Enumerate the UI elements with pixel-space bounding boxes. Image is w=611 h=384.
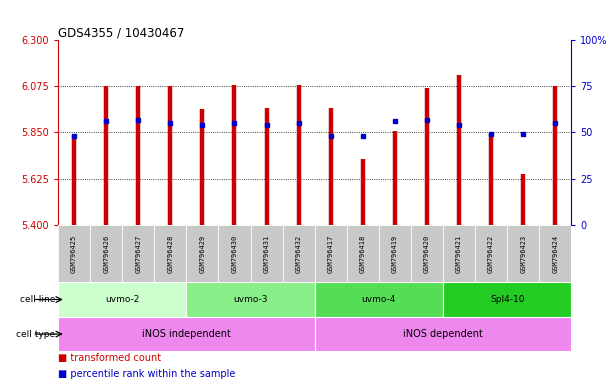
Bar bbox=[507, 225, 540, 282]
Bar bbox=[315, 225, 347, 282]
Text: GSM796419: GSM796419 bbox=[392, 234, 398, 273]
Text: ■ transformed count: ■ transformed count bbox=[58, 353, 161, 363]
Bar bbox=[379, 225, 411, 282]
Text: GSM796423: GSM796423 bbox=[520, 234, 526, 273]
Text: GSM796418: GSM796418 bbox=[360, 234, 366, 273]
Bar bbox=[411, 225, 443, 282]
Text: GSM796421: GSM796421 bbox=[456, 234, 462, 273]
Text: cell line: cell line bbox=[20, 295, 55, 304]
Bar bbox=[540, 225, 571, 282]
Bar bbox=[58, 282, 186, 317]
Text: GSM796429: GSM796429 bbox=[199, 234, 205, 273]
Text: uvmo-3: uvmo-3 bbox=[233, 295, 268, 304]
Bar bbox=[58, 317, 315, 351]
Text: GSM796432: GSM796432 bbox=[296, 234, 302, 273]
Text: uvmo-4: uvmo-4 bbox=[362, 295, 396, 304]
Text: GDS4355 / 10430467: GDS4355 / 10430467 bbox=[58, 26, 185, 39]
Bar bbox=[186, 282, 315, 317]
Text: GSM796431: GSM796431 bbox=[263, 234, 269, 273]
Text: GSM796427: GSM796427 bbox=[135, 234, 141, 273]
Text: iNOS independent: iNOS independent bbox=[142, 329, 231, 339]
Bar bbox=[315, 317, 571, 351]
Text: GSM796417: GSM796417 bbox=[327, 234, 334, 273]
Text: GSM796426: GSM796426 bbox=[103, 234, 109, 273]
Text: GSM796420: GSM796420 bbox=[424, 234, 430, 273]
Text: cell type: cell type bbox=[16, 329, 55, 339]
Text: GSM796428: GSM796428 bbox=[167, 234, 174, 273]
Bar bbox=[155, 225, 186, 282]
Bar bbox=[475, 225, 507, 282]
Text: iNOS dependent: iNOS dependent bbox=[403, 329, 483, 339]
Bar bbox=[443, 282, 571, 317]
Text: Spl4-10: Spl4-10 bbox=[490, 295, 524, 304]
Bar bbox=[219, 225, 251, 282]
Bar bbox=[315, 282, 443, 317]
Text: uvmo-2: uvmo-2 bbox=[105, 295, 139, 304]
Text: GSM796425: GSM796425 bbox=[71, 234, 77, 273]
Bar bbox=[443, 225, 475, 282]
Text: GSM796424: GSM796424 bbox=[552, 234, 558, 273]
Bar bbox=[283, 225, 315, 282]
Text: GSM796430: GSM796430 bbox=[232, 234, 238, 273]
Bar bbox=[122, 225, 155, 282]
Bar bbox=[58, 225, 90, 282]
Bar bbox=[347, 225, 379, 282]
Bar bbox=[251, 225, 283, 282]
Bar bbox=[186, 225, 219, 282]
Bar bbox=[90, 225, 122, 282]
Text: GSM796422: GSM796422 bbox=[488, 234, 494, 273]
Text: ■ percentile rank within the sample: ■ percentile rank within the sample bbox=[58, 369, 235, 379]
